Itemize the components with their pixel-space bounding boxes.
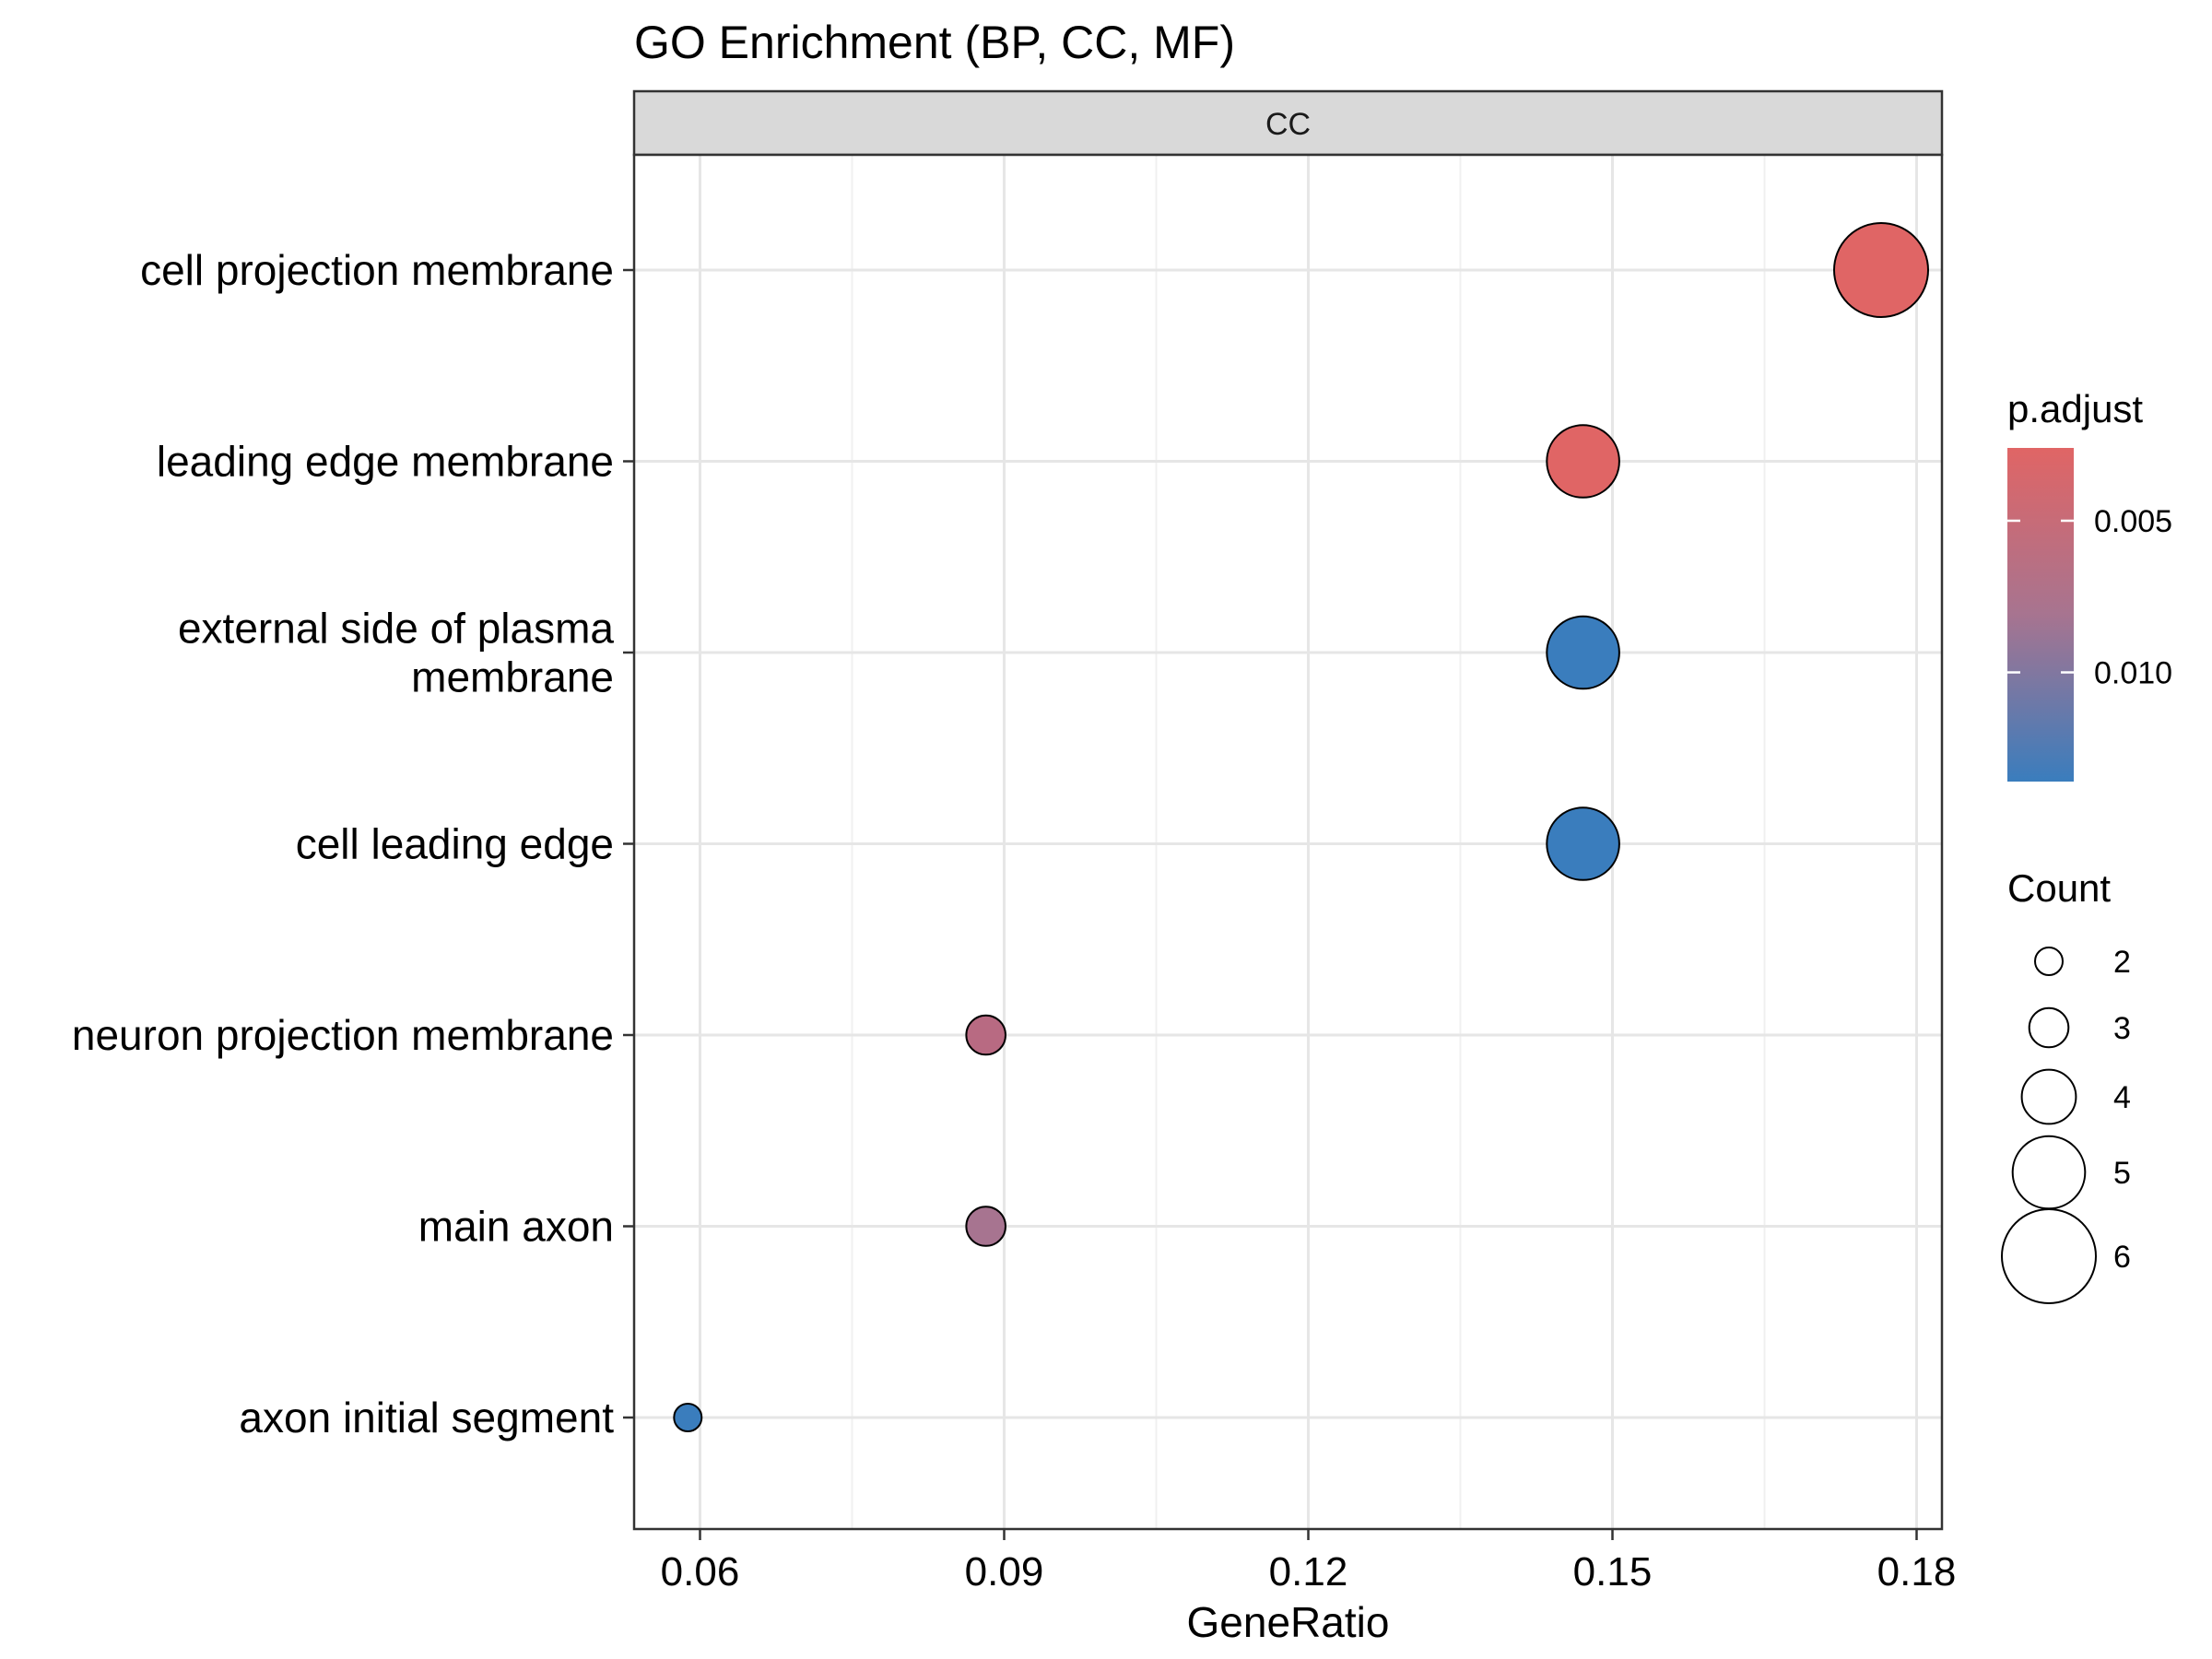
color-legend-label: 0.005 — [2094, 504, 2172, 539]
color-legend-ticks: 0.005 0.010 — [2007, 504, 2172, 691]
x-tick-label: 0.15 — [1573, 1549, 1653, 1594]
x-tick-label: 0.06 — [661, 1549, 740, 1594]
x-tick-label: 0.12 — [1269, 1549, 1348, 1594]
data-point — [1833, 222, 1929, 318]
y-tick-label: main axon — [418, 1203, 614, 1251]
y-tick-label: leading edge membrane — [157, 438, 614, 486]
y-tick-label-line: main axon — [418, 1203, 614, 1251]
size-legend-key — [2001, 1208, 2097, 1304]
size-legend-label: 6 — [2113, 1240, 2131, 1275]
x-tick-label: 0.09 — [965, 1549, 1044, 1594]
color-legend-label: 0.010 — [2094, 656, 2172, 691]
color-legend: p.adjust 0.005 0.010 — [2007, 387, 2172, 782]
data-point — [1546, 806, 1620, 881]
size-legend-label: 5 — [2113, 1156, 2131, 1191]
y-tick-label: neuron projection membrane — [72, 1011, 614, 1059]
size-legend-key — [2028, 1006, 2070, 1049]
data-point — [1546, 424, 1620, 499]
size-legend-key — [2034, 947, 2064, 976]
data-point — [965, 1206, 1006, 1247]
data-point — [965, 1014, 1006, 1056]
y-tick-label-line: external side of plasma — [178, 605, 614, 653]
data-point — [1546, 615, 1620, 690]
y-tick-label: external side of plasma membrane — [178, 605, 614, 701]
y-tick-label-line: axon initial segment — [239, 1394, 614, 1441]
y-tick-label-line: cell projection membrane — [140, 246, 614, 294]
size-legend-label: 4 — [2113, 1080, 2131, 1115]
y-tick-label: axon initial segment — [239, 1394, 614, 1441]
size-legend-key — [2011, 1135, 2087, 1210]
y-tick-label: cell leading edge — [296, 820, 614, 868]
size-legend: Count 2 3 4 5 6 — [2001, 866, 2131, 1304]
facet-strip — [632, 89, 1944, 157]
plot-panel — [634, 155, 1942, 1529]
y-tick-label: cell projection membrane — [140, 246, 614, 294]
y-tick-label-line: neuron projection membrane — [72, 1011, 614, 1059]
size-legend-label: 3 — [2113, 1011, 2131, 1046]
y-tick-label-line: cell leading edge — [296, 820, 614, 868]
chart-title: GO Enrichment (BP, CC, MF) — [634, 17, 1235, 68]
grid-lines — [634, 155, 1942, 1529]
data-points — [673, 222, 1929, 1432]
size-legend-keys: 2 3 4 5 6 — [2001, 945, 2131, 1304]
x-axis-title: GeneRatio — [1187, 1598, 1390, 1646]
x-axis: 0.06 0.09 0.12 0.15 0.18 — [661, 1529, 1957, 1594]
y-tick-label-line: leading edge membrane — [157, 438, 614, 486]
size-legend-label: 2 — [2113, 945, 2131, 980]
size-legend-key — [2020, 1068, 2077, 1125]
x-tick-label: 0.18 — [1877, 1549, 1957, 1594]
color-legend-title: p.adjust — [2007, 387, 2143, 430]
y-tick-label-line: membrane — [411, 653, 614, 701]
data-point — [673, 1403, 703, 1432]
plot-panel-border — [632, 153, 1944, 1531]
y-axis: cell projection membrane leading edge mem… — [72, 246, 634, 1441]
facet-strip-label: CC — [1265, 107, 1311, 142]
size-legend-title: Count — [2007, 866, 2111, 910]
color-legend-bar — [2007, 448, 2074, 782]
